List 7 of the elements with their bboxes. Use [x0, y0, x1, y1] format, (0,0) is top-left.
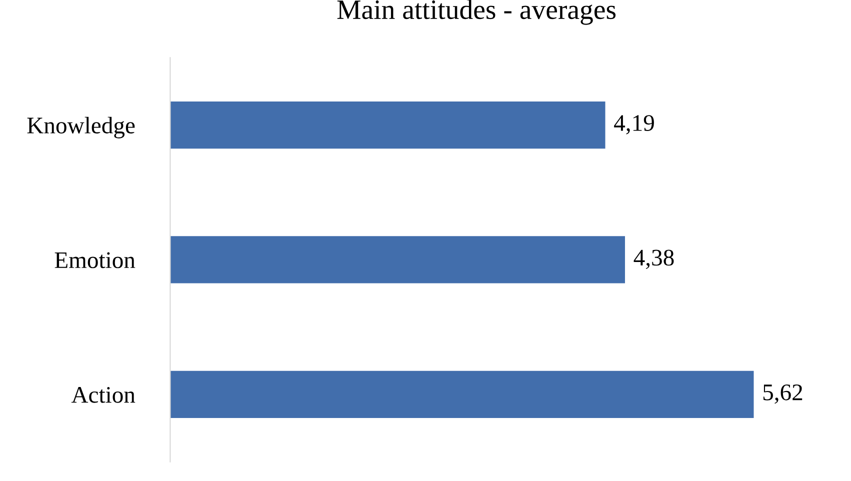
y-tick-label: Action: [71, 386, 136, 403]
data-label: 4,19: [614, 115, 654, 134]
data-label: 4,38: [634, 250, 674, 270]
chart-title: Main attitudes - averages: [337, 0, 616, 25]
y-tick-label: Knowledge: [27, 116, 135, 138]
y-tick-label: Emotion: [54, 252, 136, 268]
data-label: 5,62: [763, 384, 802, 404]
